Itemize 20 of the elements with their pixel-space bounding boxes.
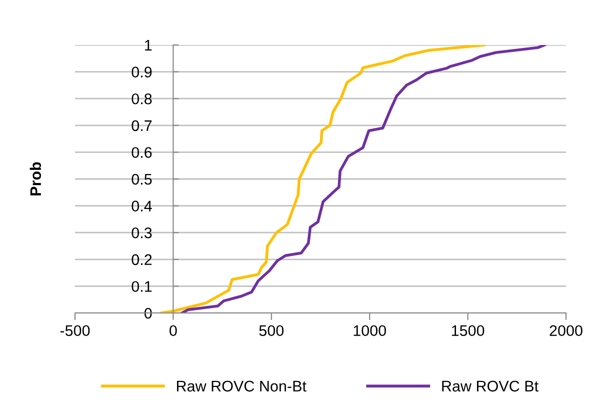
legend-label: Raw ROVC Non-Bt	[177, 380, 306, 392]
y-tick-label: 0.4	[132, 200, 152, 212]
line-series	[180, 45, 546, 313]
x-tick-label: 0	[170, 325, 177, 336]
y-tick-label: 0.3	[132, 227, 152, 238]
y-axis-title: Prob	[30, 162, 42, 196]
y-tick-label: 0.1	[132, 281, 152, 292]
y-tick-label: 1	[145, 40, 152, 51]
y-tick-label: 0.2	[132, 254, 152, 266]
y-tick-label: 0.8	[132, 93, 152, 104]
y-tick-label: 0.6	[132, 147, 152, 158]
x-tick-label: 1000	[354, 325, 386, 336]
x-tick-label: 500	[259, 325, 284, 336]
legend-label: Raw ROVC Bt	[442, 380, 538, 392]
x-tick-label: 2000	[550, 325, 582, 336]
y-tick-label: 0.5	[132, 174, 152, 185]
x-tick-label: 1500	[452, 325, 484, 336]
y-tick-label: 0.7	[132, 120, 152, 132]
x-tick-label: -500	[60, 325, 90, 336]
y-tick-label: 0.9	[132, 66, 152, 78]
